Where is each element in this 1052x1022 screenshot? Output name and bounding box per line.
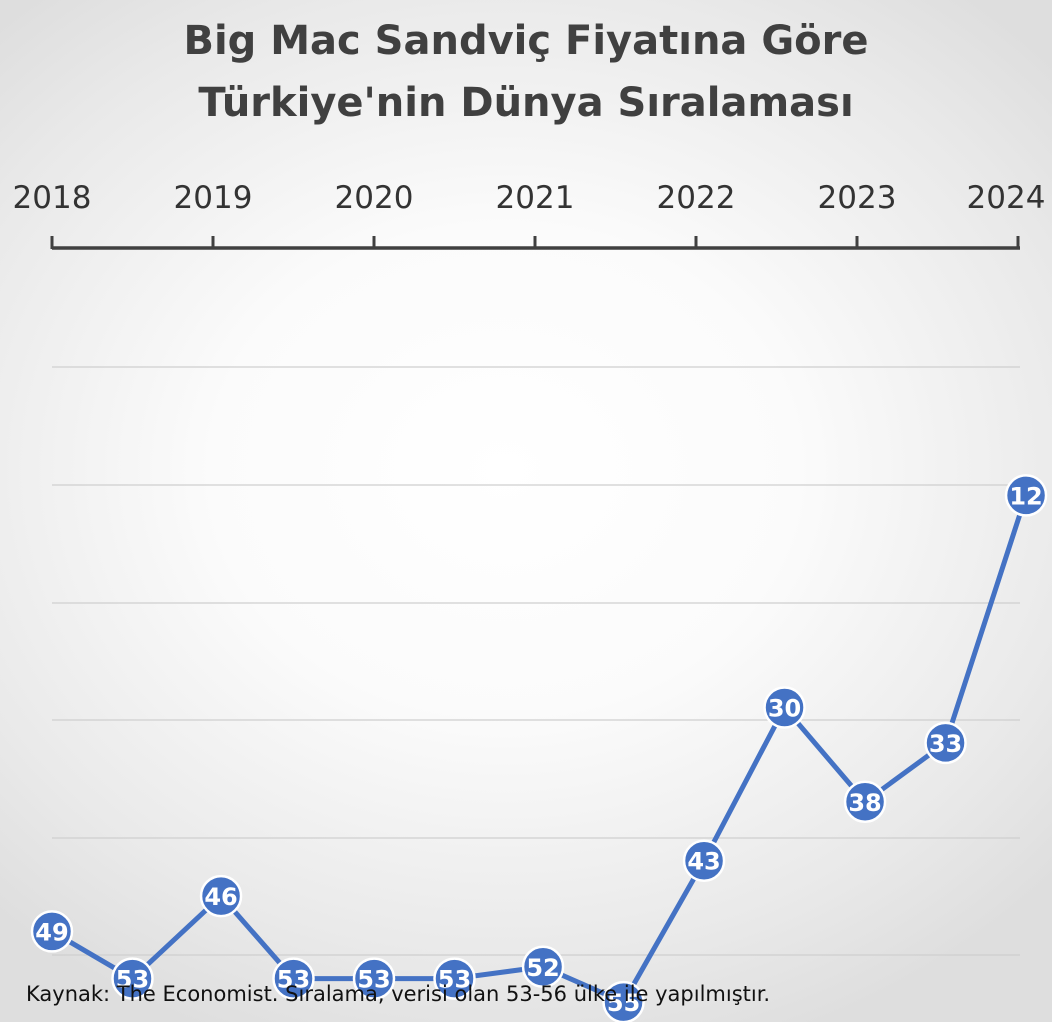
chart-title: Big Mac Sandviç Fiyatına Göre Türkiye'ni… bbox=[0, 10, 1052, 134]
data-label: 53 bbox=[438, 966, 471, 994]
x-tick-label: 2023 bbox=[818, 180, 897, 216]
data-label: 53 bbox=[116, 966, 149, 994]
chart-title-line-1: Big Mac Sandviç Fiyatına Göre bbox=[183, 18, 869, 64]
data-label: 49 bbox=[35, 918, 68, 946]
data-point bbox=[199, 874, 243, 918]
data-point bbox=[352, 957, 396, 1000]
data-label: 52 bbox=[526, 954, 559, 982]
data-label: 43 bbox=[687, 848, 720, 876]
data-label: 46 bbox=[204, 883, 237, 911]
x-tick-label: 2021 bbox=[496, 180, 575, 216]
data-point bbox=[272, 957, 315, 1000]
x-tick-label: 2022 bbox=[657, 180, 736, 216]
data-label: 38 bbox=[848, 789, 881, 817]
data-point bbox=[1004, 474, 1048, 517]
data-label: 12 bbox=[1009, 482, 1042, 510]
data-point bbox=[521, 945, 565, 989]
data-point bbox=[763, 686, 806, 729]
data-label: 53 bbox=[357, 966, 390, 994]
x-tick-label: 2024 bbox=[967, 180, 1046, 216]
x-tick-label: 2020 bbox=[335, 180, 414, 216]
source-note: Kaynak: The Economist. Sıralama, verisi … bbox=[26, 982, 771, 1006]
data-point bbox=[924, 721, 967, 765]
data-point bbox=[682, 839, 726, 882]
x-tick-label: 2019 bbox=[174, 180, 253, 216]
x-tick-label: 2018 bbox=[13, 180, 92, 216]
data-label: 30 bbox=[768, 695, 801, 723]
data-point bbox=[111, 957, 154, 1000]
data-point bbox=[30, 910, 74, 953]
data-label: 55 bbox=[607, 989, 640, 1017]
series-line bbox=[50, 494, 1029, 1005]
data-point bbox=[843, 780, 887, 824]
data-point bbox=[602, 980, 645, 1022]
chart-title-line-2: Türkiye'nin Dünya Sıralaması bbox=[198, 80, 854, 126]
data-point bbox=[433, 957, 476, 1000]
data-label: 53 bbox=[277, 966, 310, 994]
data-label: 33 bbox=[929, 730, 962, 758]
